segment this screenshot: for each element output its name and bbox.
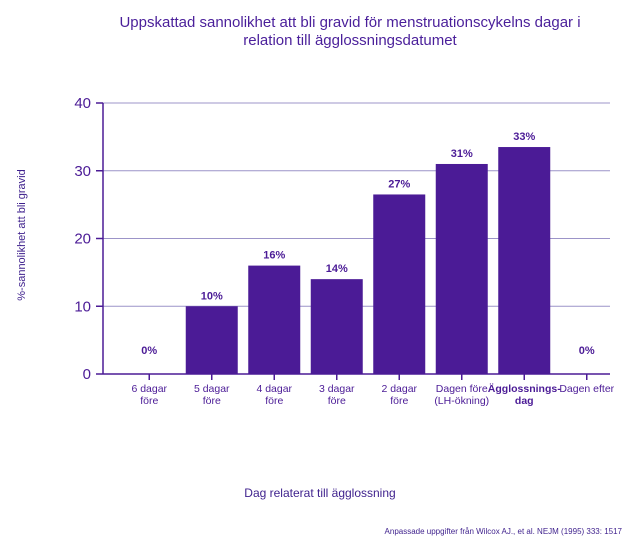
- x-tick-label: dag: [515, 395, 534, 407]
- data-label: 27%: [388, 178, 410, 190]
- y-axis-label: %-sannolikhet att bli gravid: [16, 169, 28, 301]
- data-label: 31%: [451, 148, 473, 160]
- y-tick-label: 30: [74, 163, 91, 180]
- data-label: 10%: [201, 290, 223, 302]
- x-tick-label: före: [390, 395, 408, 407]
- source-note: Anpassade uppgifter från Wilcox AJ., et …: [384, 527, 622, 536]
- y-tick-label: 10: [74, 298, 91, 315]
- data-label: 0%: [141, 345, 157, 357]
- x-tick-label: (LH-ökning): [434, 395, 489, 407]
- x-tick-label: Dagen efter: [559, 383, 614, 395]
- x-tick-label: Ägglossnings-: [488, 382, 561, 395]
- data-label: 16%: [263, 250, 285, 262]
- bar: [435, 163, 488, 374]
- bar: [373, 194, 426, 374]
- bar: [498, 147, 551, 374]
- x-tick-label: före: [328, 395, 346, 407]
- x-tick-label: 3 dagar: [319, 383, 355, 395]
- x-tick-label: 6 dagar: [131, 383, 167, 395]
- chart-title-line-2: relation till ägglossningsdatumet: [243, 32, 457, 49]
- x-axis-label: Dag relaterat till ägglossning: [244, 486, 396, 500]
- x-tick-label: före: [203, 395, 221, 407]
- x-tick-label: 5 dagar: [194, 383, 230, 395]
- data-label: 14%: [326, 263, 348, 275]
- data-label: 0%: [579, 345, 595, 357]
- x-tick-label: Dagen före: [436, 383, 488, 395]
- chart-title: Uppskattad sannolikhet att bli gravid fö…: [90, 14, 610, 50]
- chart-title-line-1: Uppskattad sannolikhet att bli gravid fö…: [119, 14, 581, 31]
- bar: [248, 265, 301, 374]
- y-tick-label: 40: [74, 95, 91, 112]
- bar: [310, 279, 363, 374]
- x-tick-label: före: [140, 395, 158, 407]
- x-tick-label: 4 dagar: [256, 383, 292, 395]
- x-tick-label: före: [265, 395, 283, 407]
- x-tick-label: 2 dagar: [381, 383, 417, 395]
- bar: [185, 306, 238, 374]
- data-label: 33%: [513, 131, 535, 143]
- y-tick-label: 0: [83, 366, 91, 383]
- y-tick-label: 20: [74, 231, 91, 248]
